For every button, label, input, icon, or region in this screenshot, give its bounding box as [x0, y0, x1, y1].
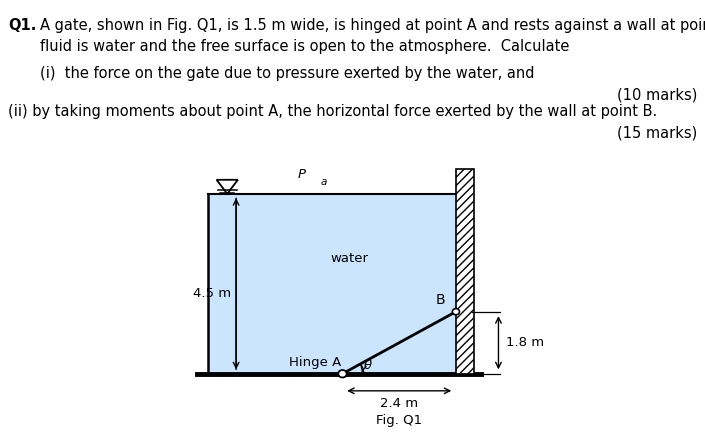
Text: θ: θ [364, 358, 372, 371]
Text: Q1.: Q1. [8, 18, 37, 33]
Circle shape [453, 309, 460, 315]
Circle shape [338, 370, 347, 378]
Text: (15 marks): (15 marks) [617, 125, 697, 140]
Text: (ii) by taking moments about point A, the horizontal force exerted by the wall a: (ii) by taking moments about point A, th… [8, 104, 657, 119]
Text: (10 marks): (10 marks) [617, 87, 697, 102]
Text: Hinge A: Hinge A [289, 356, 341, 369]
Text: a: a [320, 177, 326, 187]
Bar [456, 169, 474, 374]
Text: 2.4 m: 2.4 m [380, 397, 418, 410]
Text: Fig. Q1: Fig. Q1 [376, 414, 422, 427]
Bar [208, 194, 456, 374]
Text: water: water [331, 252, 369, 266]
Text: 1.8 m: 1.8 m [505, 336, 544, 349]
Text: 4.5 m: 4.5 m [192, 286, 231, 300]
Text: A gate, shown in Fig. Q1, is 1.5 m wide, is hinged at point A and rests against : A gate, shown in Fig. Q1, is 1.5 m wide,… [40, 18, 705, 33]
Text: fluid is water and the free surface is open to the atmosphere.  Calculate: fluid is water and the free surface is o… [40, 39, 570, 54]
Text: P: P [298, 168, 306, 181]
Text: B: B [435, 293, 445, 307]
Text: (i)  the force on the gate due to pressure exerted by the water, and: (i) the force on the gate due to pressur… [40, 66, 534, 81]
